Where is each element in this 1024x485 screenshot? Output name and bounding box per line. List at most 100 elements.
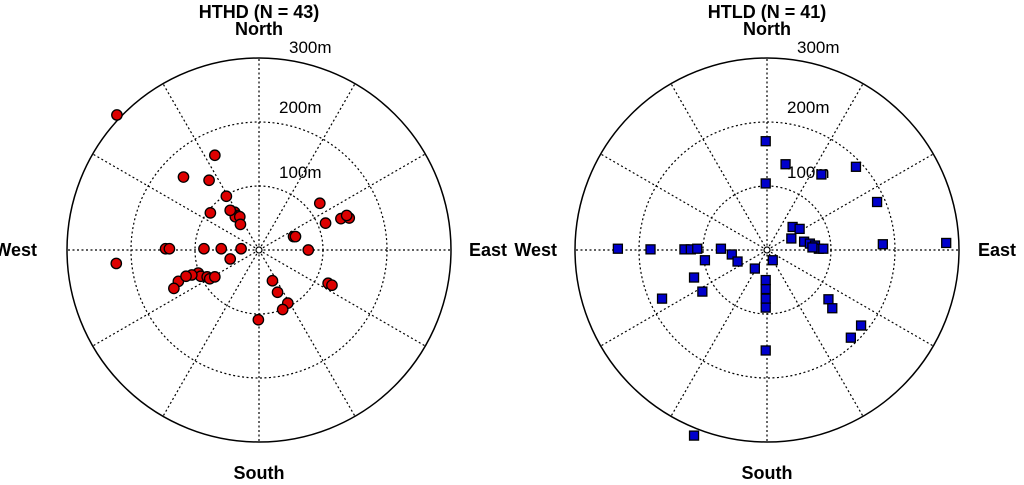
hthd-point-27 [180, 270, 192, 283]
hthd-point-18 [224, 253, 237, 265]
hthd-west-label: West [0, 240, 37, 260]
hthd-grid-spokes [67, 58, 451, 442]
htld-ring-100m [702, 185, 832, 315]
htld-ring-label-200m: 200m [787, 98, 830, 117]
htld-ring-label-300m: 300m [797, 38, 840, 57]
htld-point-5 [871, 196, 883, 208]
htld-point-26 [688, 272, 700, 283]
htld-title: HTLD (N = 41) [708, 2, 827, 22]
htld-centre-mark [763, 246, 771, 254]
htld-point-8 [794, 223, 805, 235]
hthd-point-40 [271, 286, 284, 299]
htld-point-18 [612, 243, 624, 254]
hthd-panel: 100m 200m 300m HTHD (N = 43) North South… [0, 2, 507, 483]
htld-point-28 [656, 293, 668, 304]
htld-point-39 [760, 345, 771, 356]
hthd-point-2 [208, 149, 221, 162]
htld-spoke [766, 249, 864, 417]
htld-point-41 [760, 274, 771, 286]
hthd-point-3 [177, 171, 190, 183]
htld-points [612, 136, 952, 441]
htld-point-36 [827, 303, 838, 314]
htld-spoke [670, 83, 768, 251]
htld-point-25 [699, 255, 711, 266]
htld-point-34 [767, 255, 778, 266]
htld-ring-200m [638, 121, 896, 379]
hthd-point-1 [111, 109, 123, 121]
hthd-spoke [258, 249, 356, 417]
hthd-ring-label-300m: 300m [289, 38, 332, 57]
hthd-spoke [258, 249, 426, 347]
hthd-title: HTHD (N = 43) [199, 2, 320, 22]
hthd-point-29 [313, 197, 326, 210]
hthd-ring-200m [130, 121, 388, 379]
hthd-point-39 [266, 274, 279, 287]
hthd-point-19 [110, 257, 123, 270]
hthd-spoke [92, 249, 260, 347]
htld-point-1 [760, 136, 771, 147]
hthd-point-32 [340, 209, 353, 222]
hthd-spoke [258, 83, 356, 251]
hthd-point-43 [252, 313, 265, 326]
hthd-point-5 [220, 190, 233, 203]
hthd-centre-mark [255, 246, 263, 254]
hthd-point-11 [204, 207, 217, 219]
htld-point-30 [749, 263, 760, 274]
hthd-south-label: South [234, 463, 285, 483]
htld-spoke [766, 249, 934, 347]
hthd-point-42 [276, 303, 289, 316]
htld-point-35 [823, 294, 834, 305]
hthd-point-33 [319, 217, 332, 229]
htld-point-23 [715, 243, 727, 254]
hthd-point-35 [289, 230, 302, 243]
htld-point-2 [780, 159, 791, 170]
htld-east-label: East [978, 240, 1016, 260]
htld-point-40 [688, 430, 700, 441]
htld-point-32 [760, 293, 771, 304]
htld-point-9 [786, 233, 797, 244]
hthd-point-16 [215, 242, 228, 255]
htld-point-22 [692, 243, 703, 254]
htld-panel: 100m 200m 300m HTLD (N = 41) North South… [514, 2, 1016, 483]
hthd-point-10 [224, 204, 237, 217]
hthd-spoke [258, 153, 426, 251]
hthd-point-25 [208, 271, 221, 283]
htld-point-14 [818, 243, 829, 254]
htld-point-19 [645, 244, 656, 255]
hthd-ring-label-100m: 100m [279, 163, 322, 182]
hthd-spoke [92, 153, 260, 251]
htld-north-label: North [743, 19, 791, 39]
hthd-ring-label-200m: 200m [279, 98, 322, 117]
htld-spoke [766, 83, 864, 251]
hthd-north-label: North [235, 19, 283, 39]
htld-point-24 [726, 249, 737, 260]
hthd-point-38 [326, 279, 338, 292]
hthd-point-36 [302, 244, 315, 256]
htld-point-31 [760, 283, 771, 295]
htld-point-3 [850, 161, 862, 172]
htld-point-6 [760, 178, 771, 189]
hthd-point-14 [163, 242, 176, 255]
hthd-point-15 [198, 242, 210, 255]
htld-point-16 [877, 239, 888, 250]
htld-south-label: South [742, 463, 793, 483]
htld-spoke [670, 249, 768, 417]
hthd-point-28 [168, 282, 180, 295]
htld-point-17 [941, 237, 952, 249]
htld-ring-300m [574, 57, 960, 443]
hthd-ring-300m [66, 57, 452, 443]
hthd-point-17 [235, 242, 247, 255]
htld-point-15 [807, 242, 818, 253]
htld-point-29 [732, 256, 743, 267]
htld-spoke [600, 153, 768, 251]
htld-point-38 [845, 332, 856, 343]
htld-point-27 [697, 286, 708, 297]
htld-point-37 [855, 320, 867, 331]
htld-west-label: West [514, 240, 557, 260]
htld-point-33 [760, 302, 771, 313]
hthd-east-label: East [469, 240, 507, 260]
hthd-spoke [162, 249, 260, 417]
hthd-point-4 [203, 174, 215, 187]
htld-point-4 [816, 169, 827, 180]
